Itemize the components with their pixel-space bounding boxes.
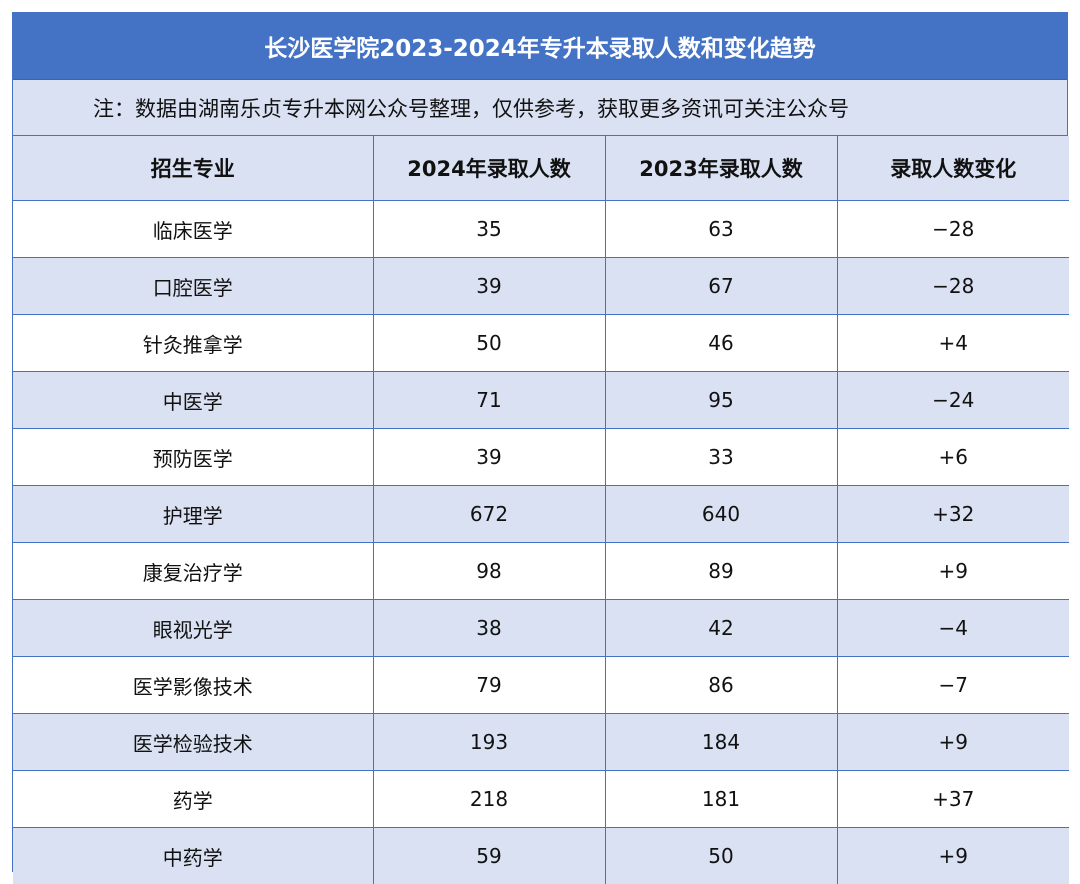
admissions-2024-cell: 38 [372,599,606,657]
table-row: 康复治疗学 98 89 +9 [13,542,1069,600]
change-cell: −24 [836,371,1069,429]
table-row: 药学 218 181 +37 [13,770,1069,828]
change-cell: +9 [836,827,1069,884]
admissions-2024-cell: 71 [372,371,606,429]
major-cell: 康复治疗学 [13,542,374,600]
admissions-2023-cell: 89 [604,542,838,600]
admissions-2023-cell: 42 [604,599,838,657]
admission-table-sheet: 长沙医学院2023-2024年专升本录取人数和变化趋势 注：数据由湖南乐贞专升本… [12,12,1069,884]
change-cell: +37 [836,770,1069,828]
table-row: 眼视光学 38 42 −4 [13,599,1069,657]
admissions-2024-cell: 35 [372,200,606,258]
table-row: 口腔医学 39 67 −28 [13,257,1069,315]
admissions-2024-cell: 218 [372,770,606,828]
change-cell: +9 [836,542,1069,600]
major-cell: 预防医学 [13,428,374,486]
admissions-2024-cell: 672 [372,485,606,543]
table-row: 针灸推拿学 50 46 +4 [13,314,1069,372]
admissions-2024-cell: 193 [372,713,606,771]
admissions-2023-cell: 50 [604,827,838,884]
admissions-2023-cell: 46 [604,314,838,372]
admissions-2023-cell: 33 [604,428,838,486]
column-header-major: 招生专业 [13,136,374,201]
admissions-2024-cell: 79 [372,656,606,714]
table-row: 医学检验技术 193 184 +9 [13,713,1069,771]
admissions-2023-cell: 67 [604,257,838,315]
change-cell: +9 [836,713,1069,771]
admissions-2024-cell: 98 [372,542,606,600]
table-row: 中医学 71 95 −24 [13,371,1069,429]
column-header-2024-admissions: 2024年录取人数 [372,136,606,201]
change-cell: −7 [836,656,1069,714]
change-cell: −4 [836,599,1069,657]
major-cell: 药学 [13,770,374,828]
change-cell: +6 [836,428,1069,486]
admissions-2023-cell: 181 [604,770,838,828]
table-row: 医学影像技术 79 86 −7 [13,656,1069,714]
admissions-2023-cell: 63 [604,200,838,258]
table-row: 预防医学 39 33 +6 [13,428,1069,486]
table-row: 中药学 59 50 +9 [13,827,1069,884]
admissions-2023-cell: 640 [604,485,838,543]
major-cell: 医学检验技术 [13,713,374,771]
table-title: 长沙医学院2023-2024年专升本录取人数和变化趋势 [13,13,1067,80]
major-cell: 临床医学 [13,200,374,258]
table-row: 护理学 672 640 +32 [13,485,1069,543]
major-cell: 针灸推拿学 [13,314,374,372]
major-cell: 中药学 [13,827,374,884]
header-row: 招生专业 2024年录取人数 2023年录取人数 录取人数变化 [13,136,1069,201]
table-row: 临床医学 35 63 −28 [13,200,1069,258]
column-header-change: 录取人数变化 [836,136,1069,201]
admissions-2024-cell: 39 [372,257,606,315]
admissions-2024-cell: 59 [372,827,606,884]
change-cell: +4 [836,314,1069,372]
change-cell: +32 [836,485,1069,543]
admissions-2023-cell: 86 [604,656,838,714]
major-cell: 眼视光学 [13,599,374,657]
major-cell: 护理学 [13,485,374,543]
admission-table: 招生专业 2024年录取人数 2023年录取人数 录取人数变化 临床医学 35 … [13,136,1069,884]
column-header-2023-admissions: 2023年录取人数 [604,136,838,201]
change-cell: −28 [836,257,1069,315]
source-note: 注：数据由湖南乐贞专升本网公众号整理，仅供参考，获取更多资讯可关注公众号 [13,80,1067,136]
admissions-2024-cell: 39 [372,428,606,486]
change-cell: −28 [836,200,1069,258]
admissions-2023-cell: 184 [604,713,838,771]
major-cell: 医学影像技术 [13,656,374,714]
admissions-2023-cell: 95 [604,371,838,429]
major-cell: 口腔医学 [13,257,374,315]
admissions-2024-cell: 50 [372,314,606,372]
major-cell: 中医学 [13,371,374,429]
